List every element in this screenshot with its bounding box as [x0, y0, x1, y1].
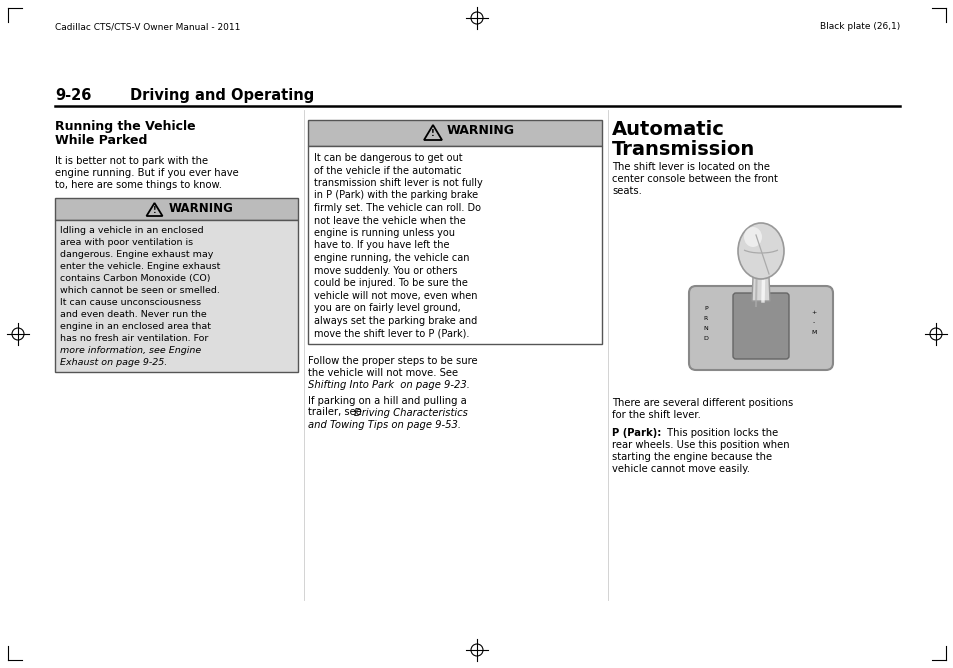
Text: WARNING: WARNING: [447, 124, 515, 137]
Text: WARNING: WARNING: [169, 202, 233, 215]
Text: M: M: [810, 331, 816, 335]
Text: Idling a vehicle in an enclosed: Idling a vehicle in an enclosed: [60, 226, 203, 235]
Text: of the vehicle if the automatic: of the vehicle if the automatic: [314, 166, 461, 176]
Text: engine running, the vehicle can: engine running, the vehicle can: [314, 253, 469, 263]
Text: not leave the vehicle when the: not leave the vehicle when the: [314, 216, 465, 226]
Text: Follow the proper steps to be sure: Follow the proper steps to be sure: [308, 355, 477, 365]
Text: which cannot be seen or smelled.: which cannot be seen or smelled.: [60, 286, 219, 295]
Text: in P (Park) with the parking brake: in P (Park) with the parking brake: [314, 190, 477, 200]
Text: N: N: [703, 325, 708, 331]
Text: to, here are some things to know.: to, here are some things to know.: [55, 180, 222, 190]
Text: could be injured. To be sure the: could be injured. To be sure the: [314, 278, 467, 288]
Text: It is better not to park with the: It is better not to park with the: [55, 156, 208, 166]
Text: Exhaust on page 9-25.: Exhaust on page 9-25.: [60, 358, 167, 367]
Text: vehicle cannot move easily.: vehicle cannot move easily.: [612, 464, 749, 474]
Bar: [308, 146, 601, 343]
Text: dangerous. Engine exhaust may: dangerous. Engine exhaust may: [60, 250, 213, 259]
Text: transmission shift lever is not fully: transmission shift lever is not fully: [314, 178, 482, 188]
Text: the vehicle will not move. See: the vehicle will not move. See: [308, 367, 457, 377]
Text: Running the Vehicle: Running the Vehicle: [55, 120, 195, 133]
Text: center console between the front: center console between the front: [612, 174, 777, 184]
Text: Driving and Operating: Driving and Operating: [130, 88, 314, 103]
Text: seats.: seats.: [612, 186, 641, 196]
FancyBboxPatch shape: [688, 286, 832, 370]
Bar: [55, 220, 297, 372]
Text: engine in an enclosed area that: engine in an enclosed area that: [60, 322, 211, 331]
Text: more information, see Engine: more information, see Engine: [60, 346, 201, 355]
Text: and even death. Never run the: and even death. Never run the: [60, 310, 207, 319]
Text: engine is running unless you: engine is running unless you: [314, 228, 455, 238]
Text: It can be dangerous to get out: It can be dangerous to get out: [314, 153, 462, 163]
Text: starting the engine because the: starting the engine because the: [612, 452, 771, 462]
Text: rear wheels. Use this position when: rear wheels. Use this position when: [612, 440, 789, 450]
Text: +: +: [810, 311, 816, 315]
Text: have to. If you have left the: have to. If you have left the: [314, 240, 449, 250]
Ellipse shape: [738, 223, 783, 279]
Text: engine running. But if you ever have: engine running. But if you ever have: [55, 168, 238, 178]
Text: area with poor ventilation is: area with poor ventilation is: [60, 238, 193, 247]
Text: Automatic: Automatic: [612, 120, 724, 139]
Text: Driving Characteristics: Driving Characteristics: [354, 407, 467, 418]
Text: Shifting Into Park  on page 9-23.: Shifting Into Park on page 9-23.: [308, 379, 470, 389]
Text: you are on fairly level ground,: you are on fairly level ground,: [314, 303, 460, 313]
Text: 9-26: 9-26: [55, 88, 91, 103]
Text: enter the vehicle. Engine exhaust: enter the vehicle. Engine exhaust: [60, 262, 220, 271]
FancyBboxPatch shape: [732, 293, 788, 359]
Text: move the shift lever to P (Park).: move the shift lever to P (Park).: [314, 328, 469, 338]
Text: There are several different positions: There are several different positions: [612, 398, 792, 408]
Text: D: D: [702, 335, 708, 341]
Ellipse shape: [743, 227, 761, 247]
Text: vehicle will not move, even when: vehicle will not move, even when: [314, 291, 477, 301]
Text: !: !: [152, 206, 156, 215]
Bar: [55, 198, 297, 220]
Text: firmly set. The vehicle can roll. Do: firmly set. The vehicle can roll. Do: [314, 203, 480, 213]
Text: has no fresh air ventilation. For: has no fresh air ventilation. For: [60, 334, 208, 343]
Text: Cadillac CTS/CTS-V Owner Manual - 2011: Cadillac CTS/CTS-V Owner Manual - 2011: [55, 22, 240, 31]
Text: The shift lever is located on the: The shift lever is located on the: [612, 162, 769, 172]
Text: R: R: [703, 315, 707, 321]
Text: This position locks the: This position locks the: [663, 428, 778, 438]
Text: !: !: [431, 130, 435, 138]
Text: P (Park):: P (Park):: [612, 428, 660, 438]
Text: P: P: [703, 305, 707, 311]
Text: -: -: [812, 321, 814, 325]
Text: It can cause unconsciousness: It can cause unconsciousness: [60, 298, 201, 307]
Text: trailer, see: trailer, see: [308, 407, 365, 418]
Text: While Parked: While Parked: [55, 134, 147, 147]
Polygon shape: [751, 253, 769, 301]
Text: contains Carbon Monoxide (CO): contains Carbon Monoxide (CO): [60, 274, 211, 283]
Text: always set the parking brake and: always set the parking brake and: [314, 315, 476, 325]
Text: Transmission: Transmission: [612, 140, 755, 159]
Text: and Towing Tips on page 9-53.: and Towing Tips on page 9-53.: [308, 420, 460, 430]
Bar: [308, 120, 601, 146]
Text: move suddenly. You or others: move suddenly. You or others: [314, 265, 456, 275]
Text: If parking on a hill and pulling a: If parking on a hill and pulling a: [308, 395, 466, 405]
Text: Black plate (26,1): Black plate (26,1): [819, 22, 899, 31]
Text: for the shift lever.: for the shift lever.: [612, 410, 700, 420]
